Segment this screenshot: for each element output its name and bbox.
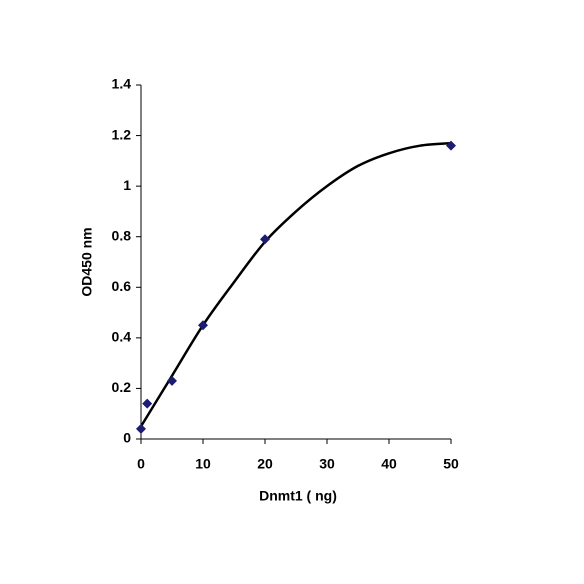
x-tick-label: 30: [319, 456, 335, 472]
x-axis-label: Dnmt1 ( ng): [259, 488, 337, 504]
y-tick-label: 1: [123, 177, 131, 193]
y-axis-label: OD450 nm: [79, 227, 95, 296]
point: [167, 375, 177, 386]
x-tick-label: 0: [137, 456, 145, 472]
y-tick-label: 0.6: [112, 278, 132, 294]
x-tick-label: 50: [443, 456, 459, 472]
point: [142, 398, 153, 409]
y-tick-label: 0.2: [112, 379, 132, 395]
y-tick-label: 0: [123, 430, 131, 446]
y-tick-label: 0.8: [112, 227, 132, 243]
point: [446, 140, 456, 151]
point: [136, 423, 146, 434]
y-tick-label: 1.2: [112, 126, 132, 142]
y-tick-label: 0.4: [112, 329, 132, 345]
trendline: [139, 141, 452, 428]
point: [198, 320, 208, 331]
point: [260, 234, 270, 245]
y-tick-label: 1.4: [112, 76, 132, 92]
x-tick-label: 10: [195, 456, 211, 472]
x-tick-label: 40: [381, 456, 397, 472]
x-tick-label: 20: [257, 456, 273, 472]
